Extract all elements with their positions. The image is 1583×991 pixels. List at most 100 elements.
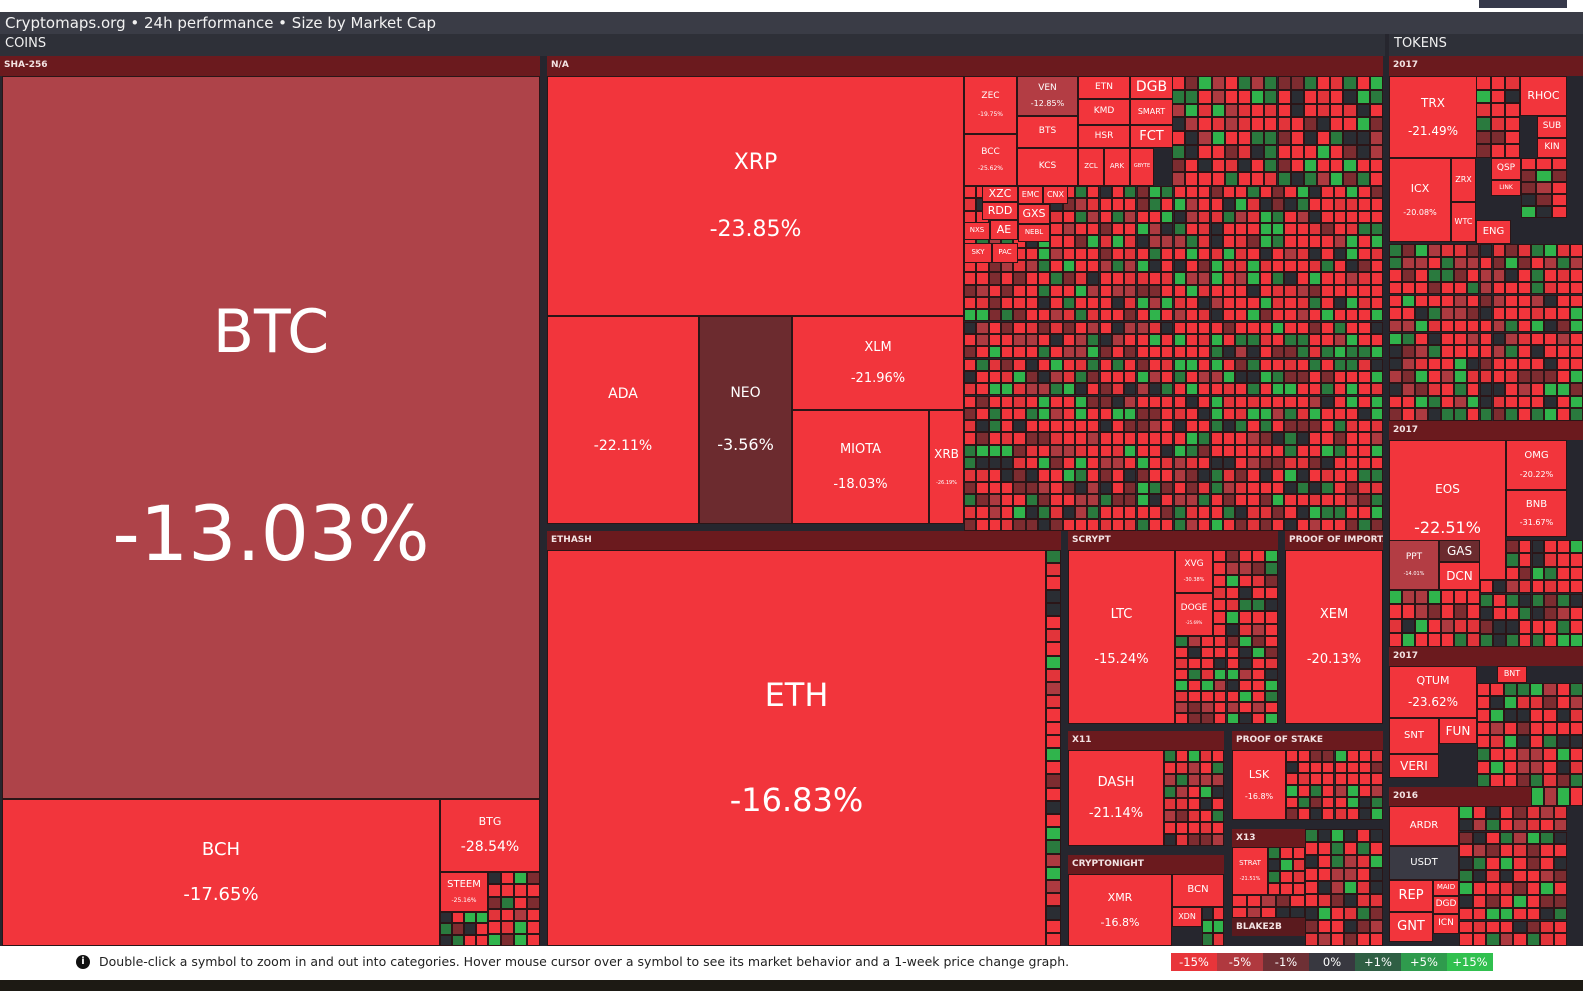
mini-coin-tile[interactable]	[1369, 89, 1383, 104]
mini-coin-tile[interactable]	[1557, 395, 1570, 409]
mini-coin-tile[interactable]	[1198, 395, 1211, 408]
mini-coin-tile[interactable]	[1185, 210, 1199, 223]
mini-coin-tile[interactable]	[1202, 933, 1213, 946]
mini-coin-tile[interactable]	[1333, 395, 1346, 408]
mini-coin-tile[interactable]	[1062, 481, 1075, 494]
mini-coin-tile[interactable]	[1272, 494, 1285, 507]
mini-coin-tile[interactable]	[1235, 457, 1248, 470]
mini-coin-tile[interactable]	[1200, 713, 1214, 724]
mini-coin-tile[interactable]	[1074, 383, 1088, 396]
mini-coin-tile[interactable]	[1210, 247, 1223, 260]
mini-coin-tile[interactable]	[1479, 319, 1493, 333]
mini-coin-tile[interactable]	[1222, 247, 1236, 260]
mini-coin-tile[interactable]	[1427, 244, 1441, 257]
mini-coin-tile[interactable]	[1441, 604, 1454, 619]
mini-coin-tile[interactable]	[1200, 834, 1212, 846]
mini-coin-tile[interactable]	[1343, 103, 1357, 118]
mini-coin-tile[interactable]	[1161, 186, 1174, 199]
mini-coin-tile[interactable]	[1272, 481, 1285, 494]
mini-coin-tile[interactable]	[1161, 457, 1174, 470]
mini-coin-tile[interactable]	[1499, 869, 1513, 883]
mini-coin-tile[interactable]	[1492, 244, 1506, 257]
mini-coin-tile[interactable]	[1486, 818, 1500, 832]
mini-coin-tile[interactable]	[1252, 586, 1265, 600]
coin-tile-kcs[interactable]: KCS	[1017, 148, 1078, 186]
mini-coin-tile[interactable]	[1062, 309, 1075, 322]
mini-coin-tile[interactable]	[1346, 346, 1359, 359]
mini-coin-tile[interactable]	[1343, 172, 1357, 187]
mini-coin-tile[interactable]	[1013, 296, 1026, 310]
mini-coin-tile[interactable]	[1062, 444, 1075, 458]
mini-coin-tile[interactable]	[1356, 158, 1370, 173]
mini-coin-tile[interactable]	[1001, 284, 1014, 297]
mini-coin-tile[interactable]	[1239, 623, 1252, 636]
mini-coin-tile[interactable]	[1318, 933, 1331, 946]
mini-coin-tile[interactable]	[1210, 506, 1223, 519]
mini-coin-tile[interactable]	[964, 432, 977, 445]
mini-coin-tile[interactable]	[527, 872, 540, 885]
mini-coin-tile[interactable]	[1516, 696, 1531, 709]
mini-coin-tile[interactable]	[1173, 494, 1186, 507]
mini-coin-tile[interactable]	[1074, 321, 1088, 334]
mini-coin-tile[interactable]	[988, 494, 1001, 507]
mini-coin-tile[interactable]	[1557, 606, 1571, 621]
mini-coin-tile[interactable]	[1531, 319, 1545, 333]
mini-coin-tile[interactable]	[1358, 333, 1371, 347]
mini-coin-tile[interactable]	[1001, 506, 1014, 519]
mini-coin-tile[interactable]	[1111, 481, 1125, 494]
mini-coin-tile[interactable]	[1499, 818, 1513, 832]
mini-coin-tile[interactable]	[1210, 186, 1223, 199]
mini-coin-tile[interactable]	[1111, 247, 1125, 260]
mini-coin-tile[interactable]	[1544, 580, 1558, 594]
mini-coin-tile[interactable]	[1247, 223, 1260, 236]
mini-coin-tile[interactable]	[1518, 606, 1532, 621]
mini-coin-tile[interactable]	[1466, 370, 1480, 383]
mini-coin-tile[interactable]	[1259, 186, 1273, 199]
mini-coin-tile[interactable]	[1333, 420, 1346, 433]
mini-coin-tile[interactable]	[1176, 762, 1188, 774]
mini-coin-tile[interactable]	[1290, 172, 1304, 187]
mini-coin-tile[interactable]	[1046, 655, 1061, 669]
mini-coin-tile[interactable]	[1074, 259, 1088, 273]
mini-coin-tile[interactable]	[1161, 296, 1174, 310]
mini-coin-tile[interactable]	[1099, 186, 1112, 199]
coin-tile-zcl[interactable]: ZCL	[1078, 148, 1104, 186]
mini-coin-tile[interactable]	[1492, 357, 1506, 371]
mini-coin-tile[interactable]	[1358, 186, 1371, 199]
mini-coin-tile[interactable]	[1173, 518, 1186, 531]
mini-coin-tile[interactable]	[1358, 370, 1371, 384]
mini-coin-tile[interactable]	[1046, 616, 1061, 630]
mini-coin-tile[interactable]	[1235, 259, 1248, 273]
mini-coin-tile[interactable]	[1222, 296, 1236, 310]
mini-coin-tile[interactable]	[1428, 618, 1441, 633]
mini-coin-tile[interactable]	[1164, 750, 1176, 762]
mini-coin-tile[interactable]	[1505, 144, 1520, 158]
coin-tile-zec[interactable]: ZEC -19.75%	[964, 76, 1017, 134]
coin-tile-icx[interactable]: ICX -20.08%	[1389, 158, 1451, 242]
mini-coin-tile[interactable]	[1099, 481, 1112, 494]
mini-coin-tile[interactable]	[1334, 761, 1347, 774]
mini-coin-tile[interactable]	[1087, 407, 1100, 421]
mini-coin-tile[interactable]	[476, 923, 488, 935]
mini-coin-tile[interactable]	[1013, 481, 1026, 494]
mini-coin-tile[interactable]	[1284, 259, 1297, 273]
mini-coin-tile[interactable]	[1124, 272, 1137, 285]
mini-coin-tile[interactable]	[1173, 457, 1186, 470]
mini-coin-tile[interactable]	[1037, 346, 1051, 359]
mini-coin-tile[interactable]	[1173, 235, 1186, 248]
mini-coin-tile[interactable]	[1540, 869, 1554, 883]
mini-coin-tile[interactable]	[1172, 103, 1186, 118]
mini-coin-tile[interactable]	[1343, 89, 1357, 104]
mini-coin-tile[interactable]	[1259, 321, 1273, 334]
mini-coin-tile[interactable]	[1046, 708, 1061, 722]
mini-coin-tile[interactable]	[1557, 269, 1570, 282]
mini-coin-tile[interactable]	[1259, 469, 1273, 482]
mini-coin-tile[interactable]	[1401, 269, 1415, 282]
mini-coin-tile[interactable]	[1074, 370, 1088, 384]
mini-coin-tile[interactable]	[1198, 370, 1211, 384]
mini-coin-tile[interactable]	[1200, 798, 1212, 810]
mini-coin-tile[interactable]	[1124, 444, 1137, 458]
mini-coin-tile[interactable]	[1453, 345, 1467, 358]
mini-coin-tile[interactable]	[1136, 358, 1149, 371]
mini-coin-tile[interactable]	[1164, 798, 1176, 810]
